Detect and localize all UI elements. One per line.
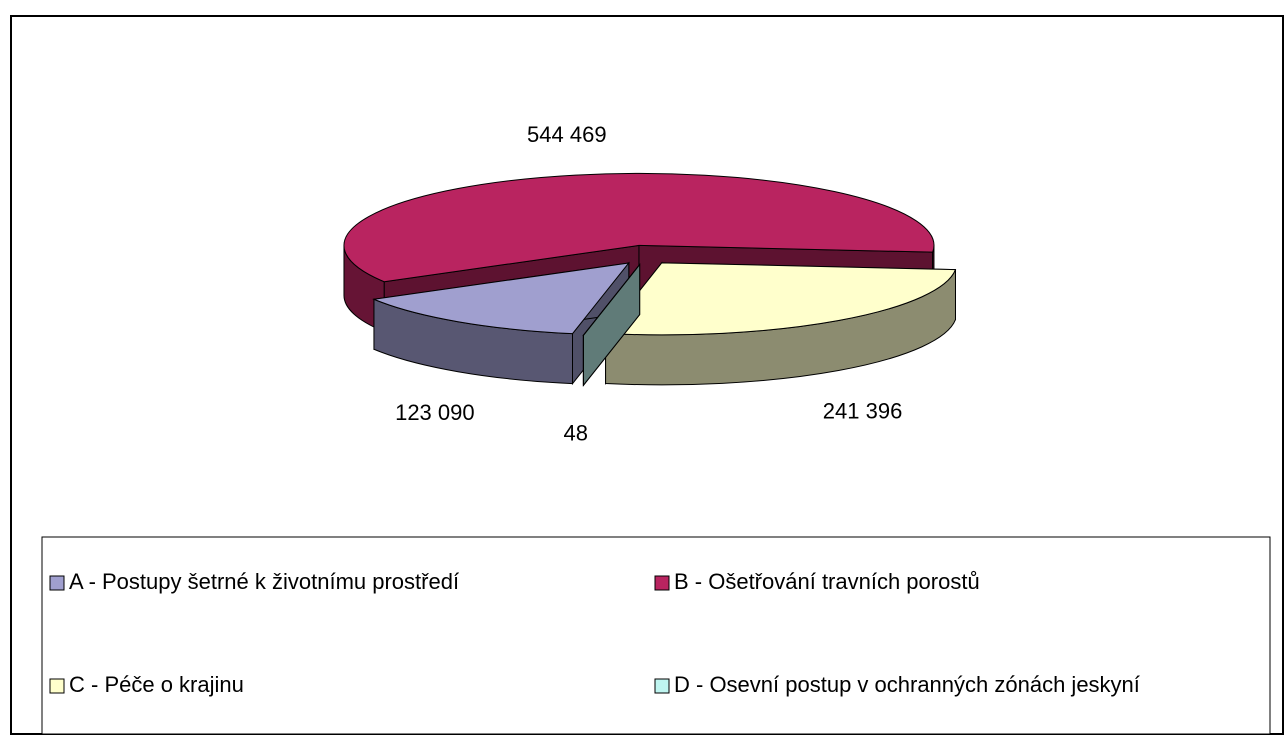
legend-swatch	[654, 575, 670, 591]
slice	[372, 261, 630, 386]
slice-top	[604, 262, 957, 336]
legend-swatch	[654, 678, 670, 694]
legend-label: A - Postupy šetrné k životnímu prostředí	[69, 569, 459, 594]
slice	[582, 263, 641, 387]
data-label: 48	[564, 420, 588, 445]
legend-swatch	[49, 678, 65, 694]
slice-top	[372, 262, 630, 335]
data-label: 544 469	[527, 122, 607, 147]
legend-box	[41, 536, 1271, 735]
legend-label: D - Osevní postup v ochranných zónách je…	[674, 672, 1140, 697]
slice-top	[343, 172, 935, 283]
legend-label: B - Ošetřování travních porostů	[674, 569, 980, 594]
legend-swatch	[49, 575, 65, 591]
legend-label: C - Péče o krajinu	[69, 672, 244, 697]
slice-top	[582, 264, 641, 336]
data-label: 241 396	[823, 398, 903, 423]
slice	[604, 261, 957, 386]
data-label: 123 090	[395, 400, 475, 425]
